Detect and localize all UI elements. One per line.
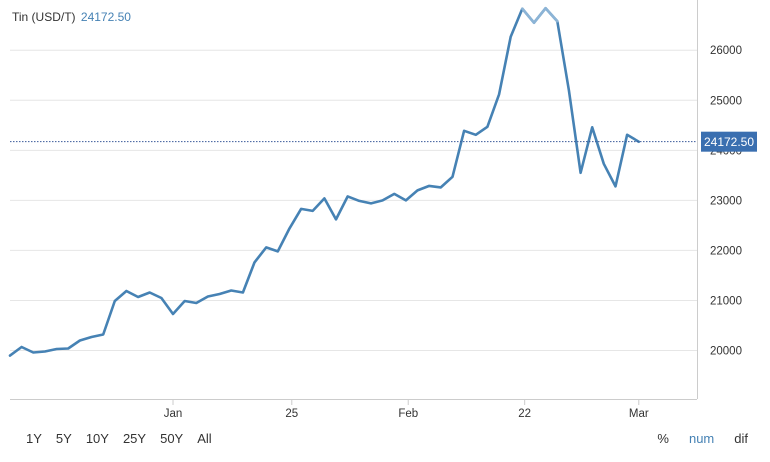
x-tick-label: 22 bbox=[518, 408, 531, 420]
range-25y-button[interactable]: 25Y bbox=[122, 431, 147, 446]
range-10y-button[interactable]: 10Y bbox=[85, 431, 109, 446]
mode-percent-button[interactable]: % bbox=[657, 431, 669, 446]
y-tick-label: 26000 bbox=[710, 45, 742, 57]
last-value-marker-label: 24172.50 bbox=[704, 135, 754, 149]
price-line bbox=[8, 6, 641, 357]
display-mode-selector: % num dif bbox=[637, 431, 748, 446]
x-tick-label: 25 bbox=[285, 408, 298, 420]
y-tick-label: 21000 bbox=[710, 295, 742, 307]
chart-legend: Tin (USD/T) 24172.50 bbox=[12, 10, 131, 24]
y-tick-label: 22000 bbox=[710, 245, 742, 257]
range-1y-button[interactable]: 1Y bbox=[26, 431, 42, 446]
last-value-marker bbox=[701, 131, 757, 152]
x-tick-label: Mar bbox=[629, 408, 649, 420]
x-tick-label: Feb bbox=[398, 408, 418, 420]
y-tick-label: 25000 bbox=[710, 95, 742, 107]
range-5y-button[interactable]: 5Y bbox=[55, 431, 72, 446]
legend-series-value: 24172.50 bbox=[80, 10, 131, 24]
range-selector: 1Y 5Y 10Y 25Y 50Y All bbox=[26, 431, 226, 446]
mode-number-button[interactable]: num bbox=[688, 431, 715, 446]
price-line-highlight bbox=[521, 6, 559, 24]
y-tick-label: 23000 bbox=[710, 195, 742, 207]
x-tick-label: Jan bbox=[164, 408, 183, 420]
mode-difference-button[interactable]: dif bbox=[734, 431, 748, 446]
y-tick-label: 20000 bbox=[710, 346, 742, 358]
range-all-button[interactable]: All bbox=[197, 431, 212, 446]
range-50y-button[interactable]: 50Y bbox=[160, 431, 184, 446]
legend-series-name: Tin (USD/T) bbox=[12, 10, 76, 24]
